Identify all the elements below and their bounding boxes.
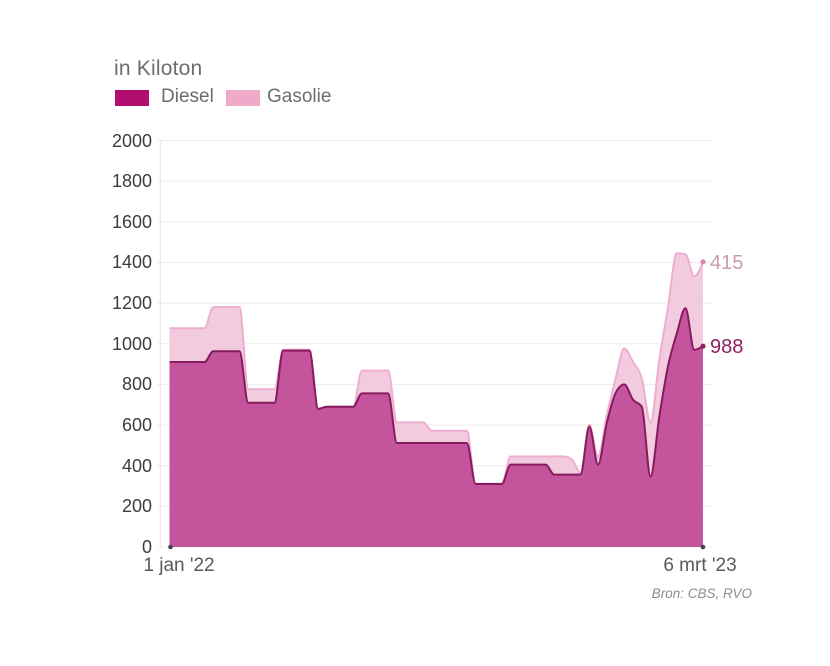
y-axis-tick-label: 1400 [111, 252, 152, 273]
y-axis-tick-label: 800 [121, 374, 152, 395]
y-axis-tick-label: 200 [121, 496, 152, 517]
y-axis-tick-label: 2000 [111, 130, 152, 151]
y-axis-tick-label: 1800 [111, 171, 152, 192]
legend-swatch-diesel [115, 90, 149, 106]
end-value-label-gasolie: 415 [710, 252, 744, 274]
legend-swatch-gasolie [226, 90, 260, 106]
chart-title: in Kiloton [114, 57, 203, 80]
y-axis: 0 200 400 600 800 1000 1200 1400 1600 1800 2000 [60, 0, 152, 666]
y-axis-tick-label: 0 [141, 537, 152, 557]
x-axis-label-end: 6 mrt '23 [663, 555, 737, 576]
source-credit: Bron: CBS, RVO [651, 586, 752, 601]
end-dot-diesel [700, 343, 706, 349]
line-diesel [169, 307, 704, 485]
legend-label-gasolie: Gasolie [267, 86, 332, 107]
y-axis-tick-label: 1600 [111, 211, 152, 232]
x-axis-end-dot [700, 544, 706, 550]
legend-label-diesel: Diesel [161, 86, 214, 107]
y-axis-tick-label: 400 [121, 455, 152, 476]
x-axis-start-dot [168, 544, 173, 550]
area-diesel [169, 308, 703, 547]
line-gasolie [169, 252, 704, 485]
y-axis-tick-label: 600 [121, 415, 152, 436]
end-dot-gasolie [700, 259, 706, 265]
y-axis-tick-label: 1000 [111, 333, 152, 354]
x-axis-label-start: 1 jan '22 [143, 555, 215, 576]
y-axis-tick-label: 1200 [111, 293, 152, 314]
end-value-label-diesel: 988 [710, 336, 744, 358]
